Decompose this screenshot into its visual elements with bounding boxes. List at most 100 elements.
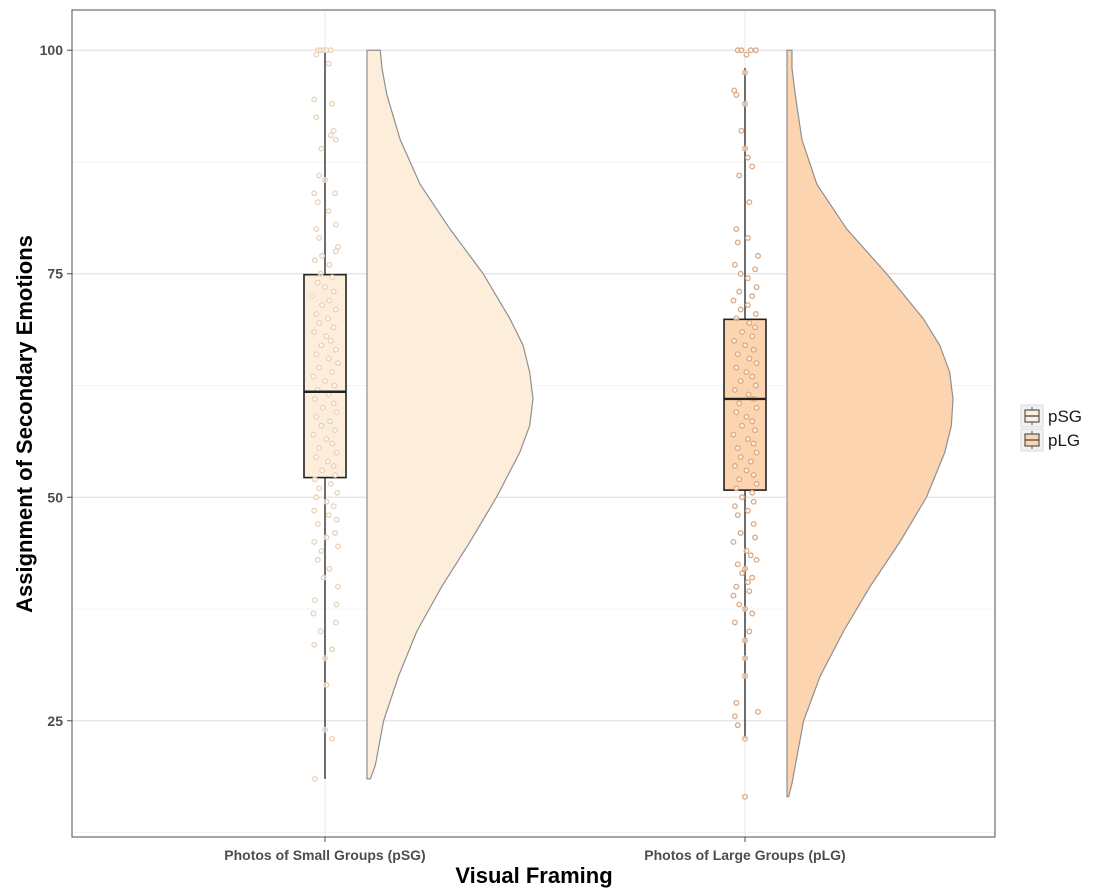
data-point bbox=[335, 583, 341, 590]
data-point bbox=[332, 346, 339, 353]
y-tick-label: 75 bbox=[47, 266, 63, 282]
data-point bbox=[316, 485, 323, 492]
data-point bbox=[316, 364, 323, 371]
data-point bbox=[731, 463, 738, 469]
data-point bbox=[314, 556, 321, 563]
data-point bbox=[329, 646, 336, 653]
data-point bbox=[750, 471, 757, 478]
x-tick-label: Photos of Small Groups (pSG) bbox=[224, 847, 425, 863]
data-point bbox=[753, 404, 760, 411]
data-point bbox=[744, 154, 751, 161]
data-point bbox=[747, 47, 754, 54]
data-point bbox=[332, 619, 339, 626]
box-iqr bbox=[723, 318, 767, 491]
data-point bbox=[734, 445, 741, 452]
data-point bbox=[731, 713, 738, 720]
data-point bbox=[311, 476, 318, 483]
data-point bbox=[731, 619, 738, 626]
data-point bbox=[323, 682, 330, 688]
data-point bbox=[742, 606, 748, 612]
data-point bbox=[736, 476, 743, 483]
data-point bbox=[327, 47, 334, 54]
data-point bbox=[734, 239, 741, 246]
data-point bbox=[738, 127, 745, 134]
data-point bbox=[753, 556, 760, 563]
data-point bbox=[331, 382, 338, 389]
data-point bbox=[313, 311, 320, 317]
data-point bbox=[335, 543, 341, 550]
data-point bbox=[746, 588, 753, 595]
data-point bbox=[745, 391, 752, 398]
data-point bbox=[313, 454, 320, 460]
data-point bbox=[749, 610, 756, 617]
data-point bbox=[734, 722, 741, 729]
data-point bbox=[330, 288, 337, 295]
data-point bbox=[313, 413, 320, 420]
data-point bbox=[322, 284, 328, 291]
data-point bbox=[335, 243, 341, 250]
y-tick-label: 25 bbox=[47, 713, 63, 729]
data-point bbox=[755, 708, 761, 715]
data-point bbox=[313, 494, 320, 501]
legend-key-psg: pSG bbox=[1020, 404, 1082, 428]
data-point bbox=[327, 337, 334, 344]
plot-layer bbox=[303, 47, 954, 800]
data-point bbox=[746, 628, 753, 635]
data-point bbox=[323, 498, 330, 505]
data-point bbox=[317, 628, 324, 635]
legend: pSG pLG bbox=[1020, 404, 1082, 452]
data-point bbox=[311, 641, 318, 648]
data-point bbox=[329, 100, 336, 107]
data-point bbox=[734, 512, 741, 519]
data-point bbox=[731, 261, 738, 268]
data-point bbox=[755, 252, 761, 259]
legend-label: pSG bbox=[1048, 407, 1082, 426]
data-point bbox=[318, 422, 325, 429]
data-point bbox=[330, 503, 337, 510]
data-point bbox=[731, 503, 738, 510]
data-point bbox=[318, 342, 325, 349]
data-point bbox=[730, 539, 737, 545]
data-point bbox=[332, 530, 339, 536]
data-point bbox=[327, 480, 334, 487]
data-point bbox=[332, 221, 339, 228]
data-point bbox=[742, 100, 748, 107]
data-point bbox=[749, 293, 756, 300]
data-point bbox=[746, 355, 753, 362]
data-point bbox=[311, 507, 318, 514]
data-point bbox=[733, 226, 740, 232]
data-point bbox=[734, 351, 741, 358]
data-point bbox=[749, 333, 756, 340]
data-point bbox=[744, 507, 751, 514]
data-point bbox=[319, 404, 326, 411]
data-point bbox=[334, 489, 341, 496]
data-point bbox=[332, 136, 339, 143]
data-point bbox=[323, 333, 330, 340]
data-point bbox=[750, 346, 757, 353]
data-point bbox=[753, 480, 760, 487]
data-point bbox=[742, 565, 748, 572]
data-point bbox=[322, 176, 328, 183]
data-point bbox=[327, 418, 334, 425]
x-axis-title: Visual Framing bbox=[455, 863, 612, 888]
data-point bbox=[733, 91, 740, 98]
data-point bbox=[737, 530, 744, 536]
data-point bbox=[314, 521, 321, 528]
data-point bbox=[325, 208, 332, 215]
data-point bbox=[737, 270, 744, 277]
group-plg bbox=[723, 47, 954, 800]
data-point bbox=[329, 440, 336, 447]
data-point bbox=[737, 306, 744, 313]
data-point bbox=[743, 369, 750, 376]
data-point bbox=[330, 127, 337, 134]
x-tick-label: Photos of Large Groups (pLG) bbox=[644, 847, 845, 863]
data-point bbox=[313, 114, 320, 121]
data-point bbox=[316, 445, 323, 452]
x-axis: Photos of Small Groups (pSG) Photos of La… bbox=[224, 837, 846, 863]
data-point bbox=[742, 793, 748, 800]
y-tick-label: 50 bbox=[47, 489, 63, 505]
data-point bbox=[753, 360, 760, 367]
data-point bbox=[310, 431, 317, 438]
data-point bbox=[325, 60, 332, 67]
data-point bbox=[742, 735, 748, 742]
